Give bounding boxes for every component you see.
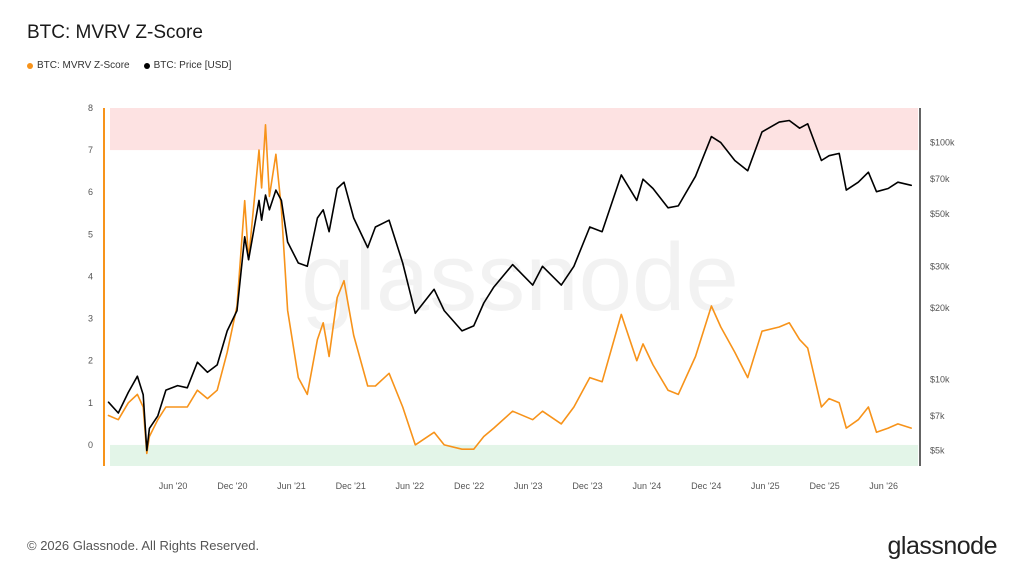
x-tick-label: Jun '26 (869, 481, 898, 491)
x-tick-label: Jun '21 (277, 481, 306, 491)
y-right-tick-label: $20k (930, 303, 950, 313)
chart-legend: BTC: MVRV Z-Score BTC: Price [USD] (27, 60, 231, 71)
y-right-tick-label: $5k (930, 445, 945, 455)
y-left-tick-label: 3 (88, 314, 93, 324)
legend-item-price[interactable]: BTC: Price [USD] (143, 60, 232, 71)
undervalued-band (110, 444, 918, 466)
x-tick-label: Dec '21 (336, 481, 366, 491)
y-right-tick-label: $7k (930, 411, 945, 421)
series-line-mvrv-zscore (107, 124, 913, 455)
y-left-tick-label: 5 (88, 229, 93, 239)
y-right-tick-label: $100k (930, 138, 955, 148)
legend-item-mvrv[interactable]: BTC: MVRV Z-Score (27, 60, 130, 71)
x-tick-label: Jun '25 (751, 481, 780, 491)
legend-dot-price (143, 62, 150, 69)
chart-title: BTC: MVRV Z-Score (27, 22, 203, 43)
x-tick-label: Jun '20 (159, 481, 188, 491)
y-right-tick-label: $10k (930, 374, 950, 384)
y-left-tick-label: 1 (88, 398, 93, 408)
copyright-text: © 2026 Glassnode. All Rights Reserved. (27, 538, 260, 553)
x-tick-label: Jun '24 (633, 481, 662, 491)
y-right-tick-label: $70k (930, 174, 950, 184)
y-left-tick-label: 7 (88, 145, 93, 155)
legend-label-mvrv: BTC: MVRV Z-Score (37, 60, 130, 71)
x-tick-label: Dec '24 (691, 481, 721, 491)
x-tick-label: Dec '23 (572, 481, 602, 491)
x-tick-label: Jun '22 (395, 481, 424, 491)
glassnode-watermark: glassnode (301, 224, 739, 331)
y-left-tick-label: 2 (88, 356, 93, 366)
glassnode-logo: glassnode (887, 532, 998, 560)
overvalued-band (110, 108, 918, 151)
x-tick-label: Dec '22 (454, 481, 484, 491)
x-tick-label: Dec '25 (809, 481, 839, 491)
x-tick-label: Jun '23 (514, 481, 543, 491)
x-tick-label: Dec '20 (217, 481, 247, 491)
series-line-btc-price (107, 119, 913, 452)
y-left-tick-label: 0 (88, 440, 93, 450)
y-right-tick-label: $30k (930, 261, 950, 271)
y-left-tick-label: 8 (88, 103, 93, 113)
legend-label-price: BTC: Price [USD] (153, 60, 232, 71)
y-right-tick-label: $50k (930, 209, 950, 219)
legend-dot-mvrv (27, 62, 33, 69)
y-left-tick-label: 4 (88, 271, 93, 281)
y-left-tick-label: 6 (88, 187, 93, 197)
